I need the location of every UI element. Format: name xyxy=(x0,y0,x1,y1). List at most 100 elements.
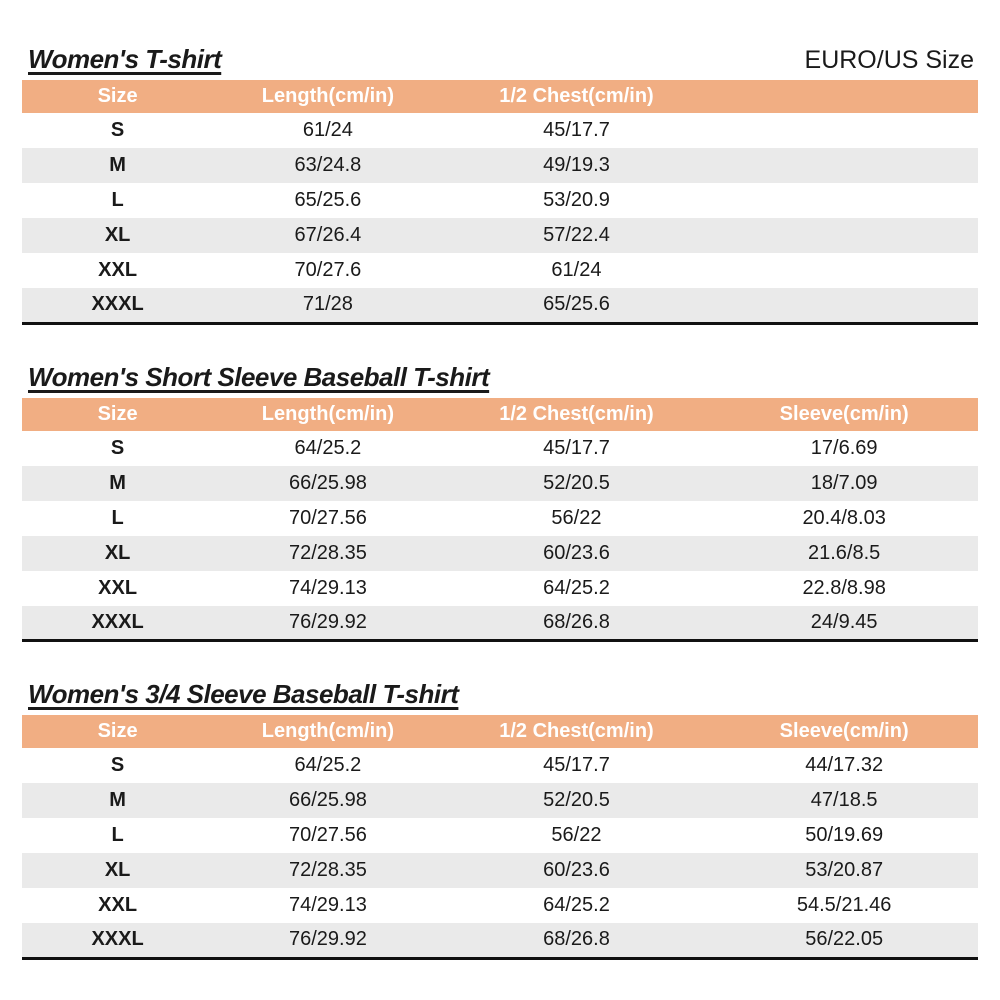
value-cell: 76/29.92 xyxy=(288,928,367,951)
size-cell: XL xyxy=(104,541,131,564)
value-cell: 72/28.35 xyxy=(288,859,367,881)
value-cell: 24/9.45 xyxy=(810,610,878,633)
value-cell: 64/25.2 xyxy=(543,894,610,916)
value-cell xyxy=(710,288,978,323)
section-womens-short-sleeve-baseball-tshirt: Women's Short Sleeve Baseball T-shirt Si… xyxy=(22,362,978,642)
title-line: Women's T-shirt EURO/US Size xyxy=(28,44,974,75)
value-cell: 67/26.4 xyxy=(294,224,362,246)
table-row: S 61/24 45/17.7 xyxy=(22,113,978,148)
column-header: Sleeve(cm/in) xyxy=(710,715,978,748)
size-cell: L xyxy=(111,189,124,211)
table-row: XXL 70/27.6 61/24 xyxy=(22,253,978,288)
value-cell: 60/23.6 xyxy=(543,859,610,881)
table-row: M 66/25.98 52/20.5 18/7.09 xyxy=(22,465,978,501)
table-row: XXXL 76/29.92 68/26.8 24/9.45 xyxy=(22,605,978,641)
value-cell: 71/28 xyxy=(302,293,353,316)
column-header: 1/2 Chest(cm/in) xyxy=(442,397,711,431)
size-cell: S xyxy=(110,754,125,776)
table-row: M 63/24.8 49/19.3 xyxy=(22,148,978,183)
value-cell: 45/17.7 xyxy=(543,119,610,141)
value-cell xyxy=(710,183,978,218)
size-cell: M xyxy=(109,471,126,494)
value-cell: 70/27.6 xyxy=(294,259,362,281)
value-cell: 18/7.09 xyxy=(810,471,878,494)
column-header: 1/2 Chest(cm/in) xyxy=(442,80,711,113)
table-row: XXXL 76/29.92 68/26.8 56/22.05 xyxy=(22,923,978,958)
value-cell: 64/25.2 xyxy=(294,754,362,776)
value-cell: 53/20.9 xyxy=(543,189,610,211)
value-cell: 52/20.5 xyxy=(543,471,610,494)
title-line: Women's Short Sleeve Baseball T-shirt xyxy=(28,362,974,393)
table-row: S 64/25.2 45/17.7 44/17.32 xyxy=(22,748,978,783)
size-table: Size Length(cm/in) 1/2 Chest(cm/in) Sleeve(… xyxy=(22,715,978,960)
value-cell: 56/22 xyxy=(551,824,602,846)
value-cell: 70/27.56 xyxy=(288,824,367,846)
table-body: S 61/24 45/17.7 M 63/24.8 49/19.3 L 65/25.6 53/2… xyxy=(22,113,978,323)
table-row: XXL 74/29.13 64/25.2 54.5/21.46 xyxy=(22,888,978,923)
column-header xyxy=(710,80,978,113)
value-cell: 57/22.4 xyxy=(543,224,610,246)
value-cell: 45/17.7 xyxy=(543,436,610,459)
size-cell: XXL xyxy=(98,894,138,916)
size-system-label: EURO/US Size xyxy=(804,46,974,74)
size-cell: M xyxy=(109,154,126,176)
size-cell: XXXL xyxy=(91,928,144,951)
table-row: L 65/25.6 53/20.9 xyxy=(22,183,978,218)
column-header: Sleeve(cm/in) xyxy=(710,397,978,431)
value-cell: 68/26.8 xyxy=(543,610,610,633)
table-body: S 64/25.2 45/17.7 44/17.32 M 66/25.98 52/20.5 4… xyxy=(22,748,978,958)
table-title: Women's Short Sleeve Baseball T-shirt xyxy=(28,361,490,392)
value-cell: 65/25.6 xyxy=(294,189,362,211)
table-row: XXL 74/29.13 64/25.2 22.8/8.98 xyxy=(22,571,978,606)
value-cell: 52/20.5 xyxy=(543,789,610,811)
header-row: Size Length(cm/in) 1/2 Chest(cm/in) Sleeve(… xyxy=(22,397,978,431)
value-cell: 61/24 xyxy=(302,119,353,141)
value-cell: 68/26.8 xyxy=(543,928,610,951)
table-row: XXXL 71/28 65/25.6 xyxy=(22,288,978,323)
size-table: Size Length(cm/in) 1/2 Chest(cm/in) Sleeve(… xyxy=(22,397,978,642)
size-cell: M xyxy=(109,789,126,811)
header-row: Size Length(cm/in) 1/2 Chest(cm/in) Sleeve(… xyxy=(22,715,978,748)
value-cell xyxy=(710,218,978,253)
size-cell: XXL xyxy=(98,259,138,281)
value-cell: 66/25.98 xyxy=(288,789,367,811)
size-table: Size Length(cm/in) 1/2 Chest(cm/in) S 61/24… xyxy=(22,80,978,325)
column-header: Length(cm/in) xyxy=(213,715,443,748)
column-header: Length(cm/in) xyxy=(213,80,443,113)
size-cell: XXL xyxy=(98,576,138,599)
size-cell: S xyxy=(110,436,125,459)
value-cell: 65/25.6 xyxy=(543,293,610,316)
column-header: Size xyxy=(22,397,214,431)
value-cell: 53/20.87 xyxy=(805,859,884,881)
value-cell xyxy=(710,253,978,288)
value-cell xyxy=(710,148,978,183)
column-header: Length(cm/in) xyxy=(213,397,443,431)
column-header: Size xyxy=(22,715,214,748)
table-title: Women's T-shirt xyxy=(28,44,222,74)
title-line: Women's 3/4 Sleeve Baseball T-shirt xyxy=(28,679,974,710)
column-header: 1/2 Chest(cm/in) xyxy=(442,715,711,748)
value-cell: 64/25.2 xyxy=(294,436,362,459)
table-body: S 64/25.2 45/17.7 17/6.69 M 66/25.98 52/20.5 18… xyxy=(22,431,978,641)
size-cell: S xyxy=(110,119,125,141)
table-title: Women's 3/4 Sleeve Baseball T-shirt xyxy=(28,679,459,709)
size-cell: XL xyxy=(104,224,131,246)
table-row: XL 72/28.35 60/23.6 21.6/8.5 xyxy=(22,535,978,571)
value-cell: 76/29.92 xyxy=(288,610,367,633)
value-cell: 22.8/8.98 xyxy=(802,576,886,599)
value-cell: 47/18.5 xyxy=(810,789,878,811)
value-cell: 70/27.56 xyxy=(288,506,367,529)
value-cell: 20.4/8.03 xyxy=(802,506,886,529)
table-row: L 70/27.56 56/22 20.4/8.03 xyxy=(22,501,978,536)
value-cell: 60/23.6 xyxy=(543,541,610,564)
value-cell: 45/17.7 xyxy=(543,754,610,776)
table-row: S 64/25.2 45/17.7 17/6.69 xyxy=(22,431,978,466)
table-row: XL 67/26.4 57/22.4 xyxy=(22,218,978,253)
value-cell xyxy=(710,113,978,148)
size-cell: XXXL xyxy=(91,610,144,633)
value-cell: 21.6/8.5 xyxy=(808,541,881,564)
value-cell: 74/29.13 xyxy=(288,894,367,916)
size-cell: L xyxy=(111,506,124,529)
table-row: XL 72/28.35 60/23.6 53/20.87 xyxy=(22,853,978,888)
value-cell: 56/22.05 xyxy=(805,928,884,951)
